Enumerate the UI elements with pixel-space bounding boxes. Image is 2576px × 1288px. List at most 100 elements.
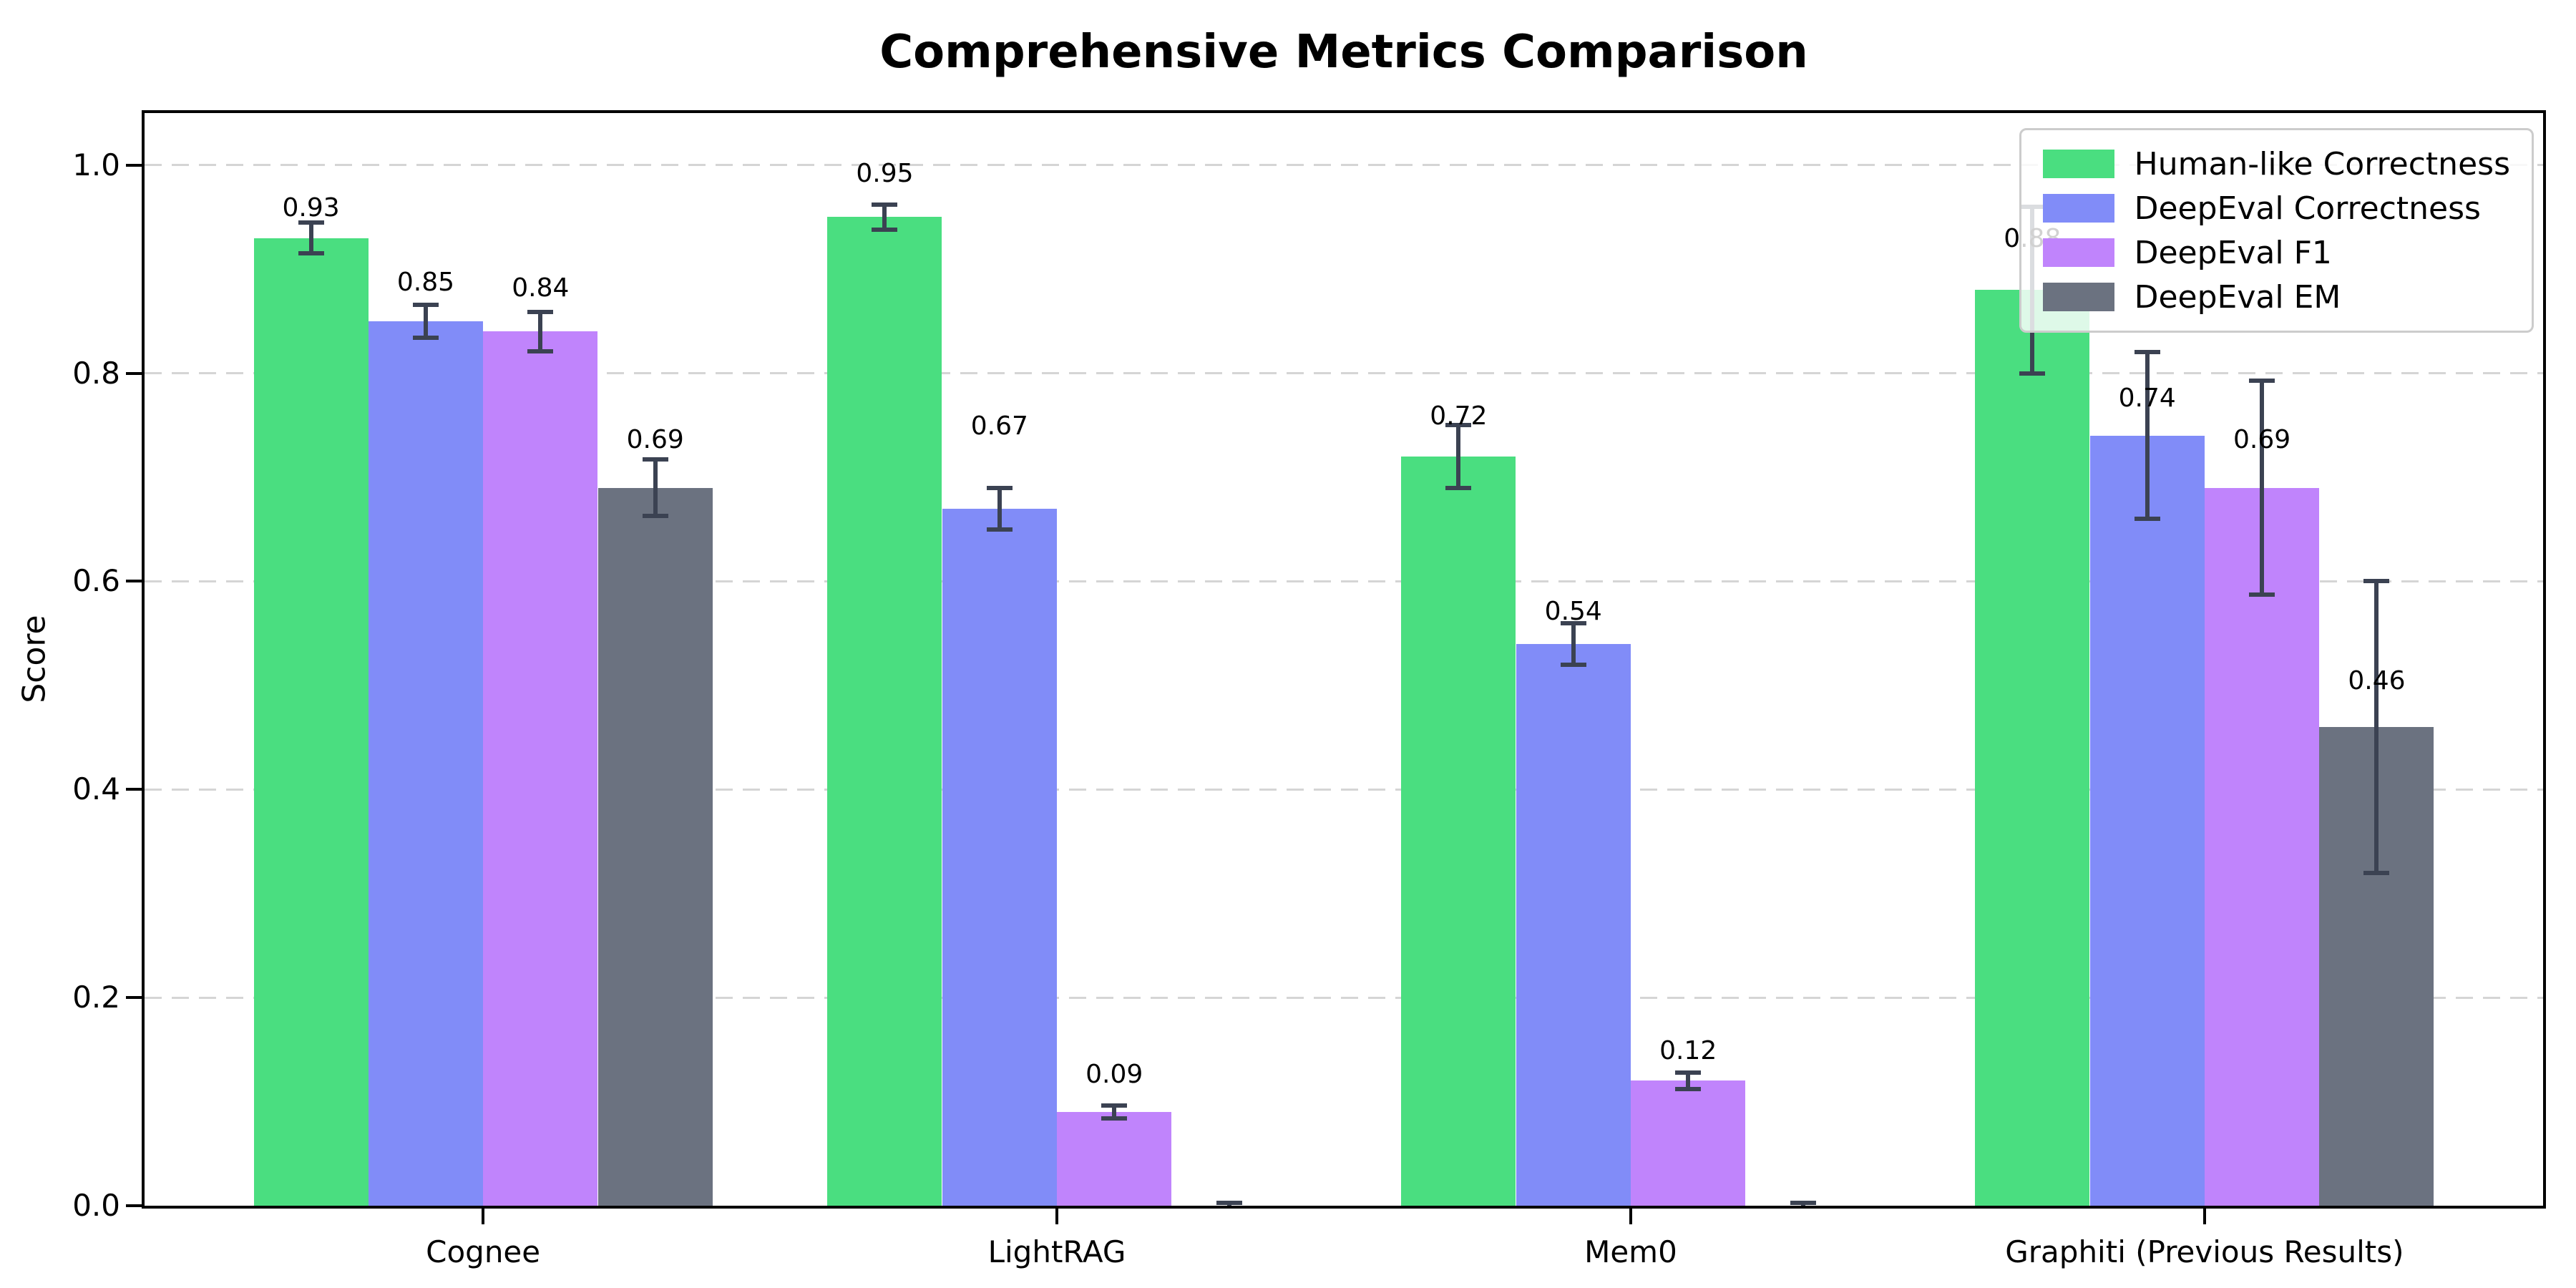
error-bar-cap — [986, 485, 1013, 490]
error-bar-cap — [1101, 1103, 1128, 1108]
gridline — [145, 996, 2543, 999]
y-tick-mark — [126, 1204, 145, 1207]
error-bar-cap — [527, 309, 554, 314]
bar-value-label: 0.84 — [512, 273, 570, 303]
legend: Human-like Correctness DeepEval Correctne… — [2019, 128, 2534, 333]
error-bar-line — [1456, 425, 1461, 488]
bar — [1516, 643, 1631, 1206]
bar — [2205, 487, 2320, 1206]
y-tick-label: 1.0 — [72, 147, 120, 182]
error-bar-cap — [1560, 620, 1586, 625]
y-axis-label: Score — [16, 615, 53, 703]
x-tick-mark — [2202, 1209, 2206, 1224]
legend-item-label: DeepEval F1 — [2134, 234, 2332, 271]
error-bar-line — [997, 487, 1002, 530]
bar — [827, 217, 942, 1206]
y-tick-label: 0.6 — [72, 563, 120, 599]
error-bar-cap — [412, 302, 439, 307]
legend-swatch — [2042, 194, 2114, 223]
legend-swatch — [2042, 150, 2114, 178]
error-bar-cap — [872, 202, 898, 207]
bar-value-label: 0.72 — [1430, 401, 1488, 431]
bar-value-label: 0.69 — [2233, 425, 2291, 455]
error-bar-cap — [1560, 662, 1586, 667]
gridline — [145, 788, 2543, 791]
error-bar-cap — [2249, 378, 2275, 383]
error-bar-cap — [412, 336, 439, 341]
legend-item: Human-like Correctness — [2042, 145, 2510, 183]
error-bar-line — [653, 459, 658, 516]
y-tick-mark — [126, 580, 145, 583]
error-bar-cap — [298, 251, 324, 256]
error-bar-cap — [527, 349, 554, 354]
gridline — [145, 580, 2543, 582]
x-tick-label: Graphiti (Previous Results) — [2005, 1234, 2404, 1269]
error-bar-cap — [1216, 1200, 1242, 1205]
error-bar-cap — [1216, 1206, 1242, 1209]
error-bar-cap — [2249, 592, 2275, 597]
bar — [253, 238, 369, 1206]
bar-value-label: 0.12 — [1659, 1035, 1717, 1065]
x-tick-mark — [482, 1209, 485, 1224]
bar-value-label: 0.69 — [626, 425, 684, 455]
y-tick-label: 0.8 — [72, 355, 120, 391]
legend-item: DeepEval Correctness — [2042, 189, 2510, 228]
y-tick-label: 0.0 — [72, 1188, 120, 1223]
error-bar-line — [1112, 1106, 1117, 1118]
bar-value-label: 0.46 — [2348, 666, 2406, 696]
error-bar-cap — [872, 227, 898, 232]
x-tick-label: Mem0 — [1584, 1234, 1677, 1269]
error-bar-line — [2145, 352, 2150, 519]
error-bar-cap — [642, 513, 668, 518]
error-bar-cap — [642, 457, 668, 462]
error-bar-cap — [1445, 423, 1472, 428]
error-bar-line — [423, 304, 428, 338]
error-bar-cap — [1101, 1116, 1128, 1121]
error-bar-line — [2374, 581, 2379, 873]
error-bar-cap — [1675, 1087, 1702, 1092]
error-bar-cap — [1790, 1200, 1816, 1205]
error-bar-line — [538, 311, 543, 352]
bar-value-label: 0.93 — [282, 192, 340, 223]
error-bar-cap — [298, 220, 324, 225]
bar-value-label: 0.85 — [396, 268, 455, 298]
bar — [1401, 456, 1516, 1206]
legend-item-label: DeepEval Correctness — [2134, 190, 2481, 227]
x-tick-mark — [1629, 1209, 1632, 1224]
legend-item: DeepEval F1 — [2042, 233, 2510, 272]
bar-value-label: 0.67 — [970, 411, 1028, 441]
y-tick-mark — [126, 788, 145, 791]
bar — [1057, 1112, 1172, 1206]
bar-value-label: 0.74 — [2118, 383, 2176, 413]
y-tick-mark — [126, 996, 145, 1000]
x-tick-mark — [1055, 1209, 1059, 1224]
bar — [1975, 290, 2090, 1206]
legend-item: DeepEval EM — [2042, 278, 2510, 316]
error-bar-line — [1571, 623, 1576, 665]
error-bar-cap — [1445, 485, 1472, 490]
bar — [2089, 435, 2205, 1206]
bar — [942, 508, 1057, 1206]
bar-value-label: 0.09 — [1085, 1060, 1143, 1090]
y-tick-label: 0.2 — [72, 980, 120, 1015]
error-bar-cap — [2363, 579, 2390, 584]
error-bar-cap — [986, 527, 1013, 532]
gridline — [145, 164, 2543, 167]
legend-item-label: Human-like Correctness — [2134, 145, 2510, 182]
bar-value-label: 0.54 — [1544, 596, 1602, 626]
error-bar-line — [2260, 380, 2265, 595]
error-bar-line — [882, 204, 887, 230]
bar — [483, 331, 598, 1206]
legend-swatch — [2042, 238, 2114, 267]
error-bar-cap — [2019, 371, 2046, 376]
y-tick-label: 0.4 — [72, 771, 120, 807]
gridline — [145, 372, 2543, 375]
x-tick-label: LightRAG — [987, 1234, 1126, 1269]
legend-swatch — [2042, 283, 2114, 311]
error-bar-cap — [1675, 1070, 1702, 1075]
bar — [368, 321, 483, 1206]
legend-item-label: DeepEval EM — [2134, 278, 2341, 316]
bar-value-label: 0.95 — [856, 158, 914, 188]
error-bar-cap — [2134, 517, 2160, 522]
